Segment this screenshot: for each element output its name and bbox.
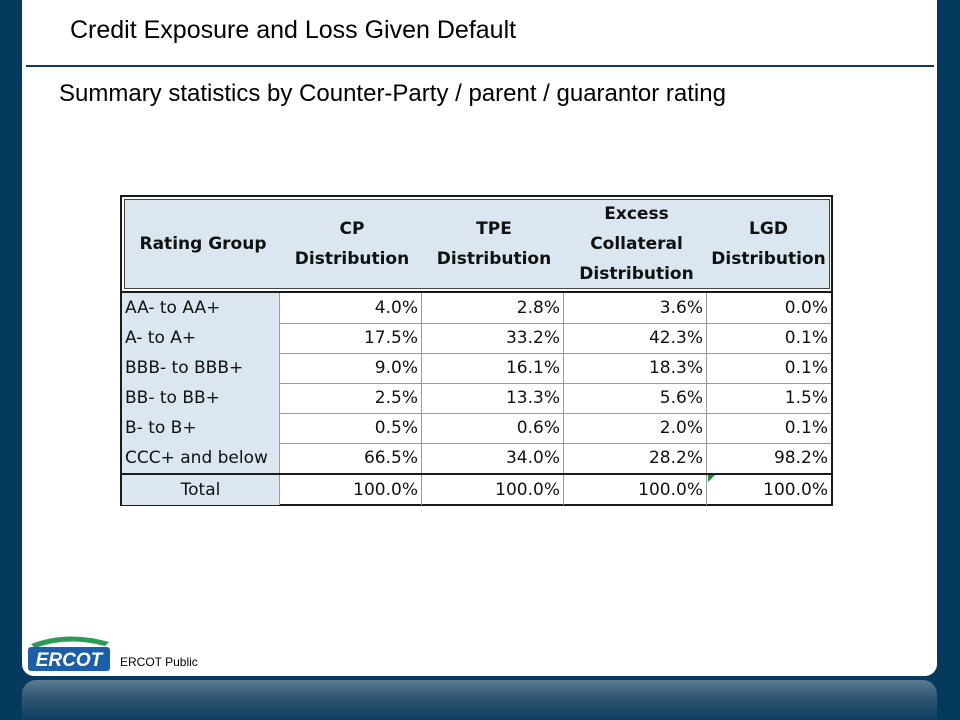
header-excess-collateral-distribution: Excess Collateral Distribution — [565, 200, 708, 288]
row-label: BBB- to BBB+ — [122, 353, 279, 383]
cp-value: 9.0% — [279, 353, 421, 383]
table-row: CCC+ and below 66.5% 34.0% 28.2% 98.2% — [122, 443, 831, 473]
tpe-total: 100.0% — [421, 475, 563, 505]
logo-text: ERCOT — [36, 650, 104, 671]
header-lgd-distribution: LGD Distribution — [708, 200, 829, 288]
row-label: BB- to BB+ — [122, 383, 279, 413]
header-text: Rating Group — [139, 234, 267, 254]
header-text: LGD — [749, 219, 788, 239]
lgd-value: 98.2% — [706, 443, 831, 473]
lgd-value: 1.5% — [706, 383, 831, 413]
header-text: TPE — [476, 219, 512, 239]
row-label: AA- to AA+ — [122, 293, 279, 323]
table-header: Rating Group CP Distribution TPE Distribut… — [124, 199, 830, 289]
lgd-value: 0.1% — [706, 323, 831, 353]
total-divider — [122, 473, 831, 475]
tpe-value: 13.3% — [421, 383, 563, 413]
excess-value: 2.0% — [563, 413, 706, 443]
tpe-value: 34.0% — [421, 443, 563, 473]
table-row: AA- to AA+ 4.0% 2.8% 3.6% 0.0% — [122, 293, 831, 324]
logo-plate — [28, 647, 110, 671]
header-text: Collateral — [590, 234, 683, 254]
lgd-value: 0.1% — [706, 413, 831, 443]
header-tpe-distribution: TPE Distribution — [423, 200, 565, 288]
lgd-total: 100.0% — [706, 475, 831, 505]
tpe-value: 16.1% — [421, 353, 563, 383]
row-label: CCC+ and below — [122, 443, 279, 473]
header-rating-group: Rating Group — [125, 200, 281, 288]
excess-value: 42.3% — [563, 323, 706, 353]
lgd-value: 0.0% — [706, 293, 831, 323]
header-text: Distribution — [579, 264, 694, 284]
cp-value: 17.5% — [279, 323, 421, 353]
header-cp-distribution: CP Distribution — [281, 200, 423, 288]
ercot-logo: ERCOT — [28, 636, 110, 671]
lgd-value: 0.1% — [706, 353, 831, 383]
row-label: A- to A+ — [122, 323, 279, 353]
excess-value: 3.6% — [563, 293, 706, 323]
total-label: Total — [122, 475, 279, 505]
tpe-value: 0.6% — [421, 413, 563, 443]
total-row: Total 100.0% 100.0% 100.0% 100.0% — [122, 475, 831, 505]
slide-subtitle: Summary statistics by Counter-Party / pa… — [59, 80, 726, 107]
cp-value: 66.5% — [279, 443, 421, 473]
excess-value: 18.3% — [563, 353, 706, 383]
cell-comment-flag-icon — [708, 475, 715, 482]
header-text: Distribution — [436, 249, 552, 269]
table-row: BBB- to BBB+ 9.0% 16.1% 18.3% 0.1% — [122, 353, 831, 384]
summary-table: Rating Group CP Distribution TPE Distribut… — [120, 195, 833, 506]
cp-value: 4.0% — [279, 293, 421, 323]
excess-value: 5.6% — [563, 383, 706, 413]
table-row: B- to B+ 0.5% 0.6% 2.0% 0.1% — [122, 413, 831, 444]
header-divider — [122, 291, 831, 293]
excess-total: 100.0% — [563, 475, 706, 505]
slide-title: Credit Exposure and Loss Given Default — [70, 16, 517, 44]
excess-value: 28.2% — [563, 443, 706, 473]
header-text: Excess — [604, 204, 669, 224]
table-row: A- to A+ 17.5% 33.2% 42.3% 0.1% — [122, 323, 831, 354]
logo-swoosh-icon — [31, 636, 109, 648]
table-row: BB- to BB+ 2.5% 13.3% 5.6% 1.5% — [122, 383, 831, 414]
footer-label: ERCOT Public — [120, 655, 198, 669]
tpe-value: 33.2% — [421, 323, 563, 353]
cp-total: 100.0% — [279, 475, 421, 505]
title-divider — [26, 65, 934, 67]
cp-value: 0.5% — [279, 413, 421, 443]
header-text: CP — [339, 219, 365, 239]
header-text: Distribution — [294, 249, 410, 269]
row-label: B- to B+ — [122, 413, 279, 443]
bottom-bar — [22, 680, 937, 720]
tpe-value: 2.8% — [421, 293, 563, 323]
header-text: Distribution — [711, 249, 826, 269]
cp-value: 2.5% — [279, 383, 421, 413]
